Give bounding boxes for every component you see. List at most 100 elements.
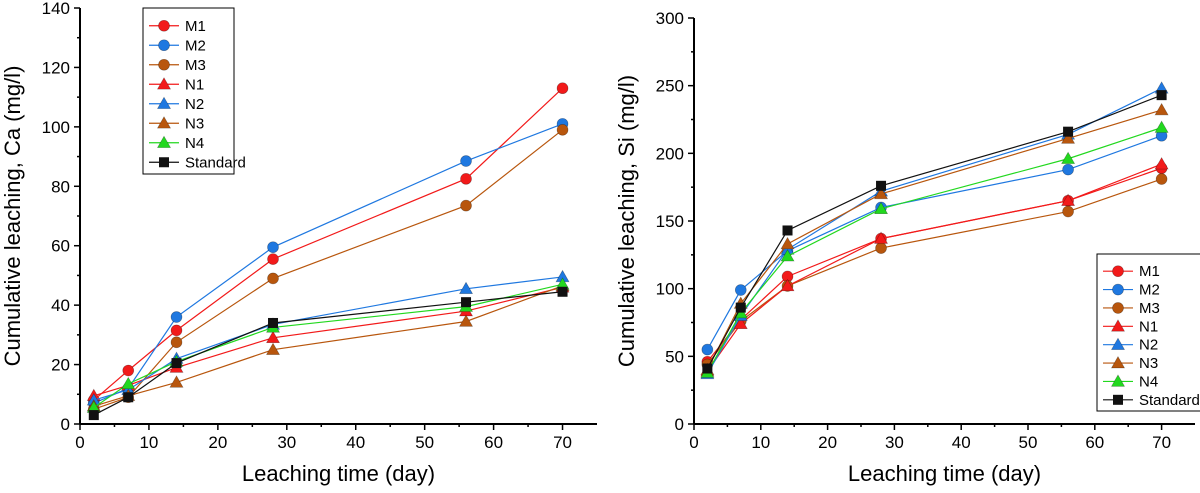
data-point — [556, 124, 569, 136]
data-point — [780, 278, 795, 292]
data-point — [267, 253, 279, 265]
data-point — [265, 330, 281, 344]
y-axis-title: Cumulative leaching, Si (mg/l) — [614, 75, 639, 367]
data-point — [461, 297, 472, 308]
data-point — [1154, 120, 1169, 133]
data-point — [702, 363, 713, 374]
legend-label: N2 — [185, 96, 204, 113]
series-line — [706, 109, 1162, 371]
series-standard — [88, 286, 568, 421]
x-tick-label: 0 — [689, 433, 698, 452]
data-point — [459, 281, 474, 294]
chart-2: 0 10 20 30 40 50 60 70 0 50 100 150 200 250 300 Leachin… — [614, 9, 1200, 486]
legend-label: N4 — [185, 135, 204, 152]
data-point — [780, 249, 795, 262]
data-point — [460, 155, 472, 167]
legend-item-m3: M3 — [149, 57, 206, 74]
data-point — [460, 173, 472, 185]
legend-item-m1: M1 — [1103, 263, 1160, 280]
data-point — [1154, 157, 1169, 170]
x-tick-label: 0 — [75, 433, 84, 452]
data-point — [1061, 131, 1076, 144]
series-line — [706, 167, 1162, 363]
x-tick-label: 20 — [208, 433, 227, 452]
data-point — [121, 376, 136, 390]
x-axis-title: Leaching time (day) — [848, 461, 1041, 486]
data-point — [170, 311, 183, 323]
legend-item-m3: M3 — [1103, 300, 1160, 317]
legend-label: Standard — [1139, 392, 1200, 409]
legend-label: N3 — [185, 115, 204, 132]
legend-label: N1 — [1139, 318, 1158, 335]
legend: M1 M2 M3 N1 N2 N3 N4 Standard — [142, 7, 246, 175]
legend-label: Standard — [185, 154, 246, 171]
legend-label: M1 — [185, 18, 206, 35]
legend-item-n4: N4 — [1103, 373, 1158, 390]
data-point — [1061, 193, 1076, 206]
legend-marker — [159, 157, 169, 168]
x-tick-label: 50 — [415, 433, 434, 452]
legend-marker — [1112, 265, 1124, 277]
data-point — [733, 316, 748, 330]
data-point — [170, 336, 183, 349]
data-point — [780, 236, 795, 250]
legend-marker — [156, 96, 172, 109]
y-tick-label: 0 — [61, 415, 70, 434]
legend-label: N2 — [1139, 337, 1158, 354]
legend-marker — [1113, 394, 1123, 405]
legend-label: M3 — [1139, 300, 1160, 317]
data-point — [88, 410, 99, 421]
legend-marker — [156, 77, 172, 90]
legend-marker — [1112, 302, 1124, 314]
y-tick-label: 0 — [675, 415, 684, 434]
data-point — [123, 392, 134, 403]
legend-marker — [1110, 337, 1126, 350]
legend-item-n1: N1 — [1103, 318, 1158, 335]
series-standard — [702, 90, 1167, 374]
legend-item-m2: M2 — [1103, 282, 1160, 299]
x-tick-label: 10 — [139, 433, 158, 452]
legend-item-n3: N3 — [1103, 355, 1158, 372]
legend-label: M2 — [185, 37, 206, 54]
data-point — [267, 272, 279, 285]
series-line — [706, 94, 1162, 369]
legend-marker — [158, 58, 170, 71]
x-tick-label: 10 — [751, 433, 770, 452]
series-line — [93, 283, 563, 409]
y-tick-label: 200 — [656, 144, 684, 163]
data-point — [734, 284, 747, 296]
legend-label: M1 — [1139, 263, 1160, 280]
data-point — [557, 286, 568, 297]
y-tick-label: 60 — [51, 237, 70, 256]
series-line — [93, 285, 563, 407]
y-tick-label: 20 — [51, 356, 70, 375]
x-tick-label: 60 — [1085, 433, 1104, 452]
series-line — [706, 135, 1162, 350]
series-line — [93, 276, 563, 401]
y-tick-label: 120 — [42, 58, 70, 77]
series-n2 — [86, 269, 570, 406]
data-point — [782, 225, 793, 236]
y-tick-label: 50 — [665, 347, 684, 366]
y-axis-title: Cumulative leaching, Ca (mg/l) — [0, 66, 25, 367]
legend-label: M2 — [1139, 282, 1160, 299]
legend-marker — [156, 116, 172, 129]
data-point — [735, 302, 746, 313]
data-point — [265, 342, 281, 355]
data-point — [874, 231, 889, 244]
series-line — [706, 87, 1162, 375]
legend-marker — [1110, 319, 1126, 332]
data-point — [874, 201, 889, 214]
series-line — [93, 291, 563, 416]
legend-item-standard: Standard — [1103, 392, 1200, 409]
data-point — [1063, 126, 1074, 137]
legend-marker — [1110, 374, 1126, 387]
chart-1: 0 10 20 30 40 50 60 70 0 20 40 60 80 100 120 140 Leachin… — [0, 0, 597, 486]
data-point — [556, 82, 569, 95]
legend-marker — [156, 135, 172, 148]
legend-item-n4: N4 — [149, 135, 204, 152]
legend-marker — [158, 39, 170, 52]
legend-label: N1 — [185, 76, 204, 93]
